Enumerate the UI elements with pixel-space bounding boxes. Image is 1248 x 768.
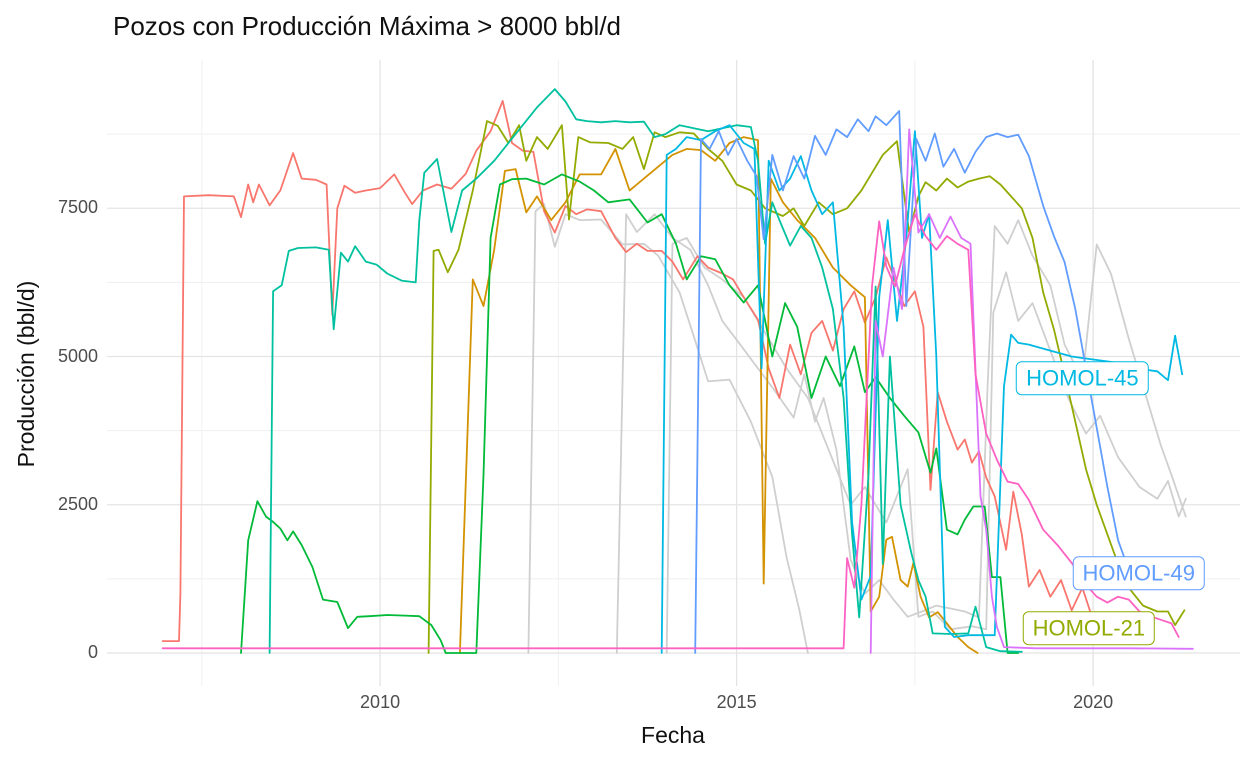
series-line-salmon: [161, 100, 1094, 642]
series-line-gold: [458, 136, 979, 654]
x-axis-title: Fecha: [641, 722, 705, 748]
well-label-homol-45: HOMOL-45: [1016, 361, 1149, 395]
series-line-blue-homol-49: [694, 110, 1137, 654]
x-axis-tick-label: 2010: [360, 692, 401, 712]
series-line-teal: [268, 88, 1023, 654]
y-axis-tick-label: 2500: [57, 493, 98, 514]
series-line-gray-1: [527, 203, 809, 654]
series-line-cyan-homol-45: [660, 124, 1184, 654]
series-line-pink: [161, 213, 1180, 650]
y-axis-tick-label: 0: [87, 642, 98, 662]
x-axis-tick-label: 2020: [1073, 692, 1114, 712]
y-axis-title: Producción (bbl/d): [13, 280, 39, 468]
series-line-green: [240, 173, 1020, 654]
y-axis-tick-label: 5000: [57, 345, 98, 366]
y-axis-tick-label: 7500: [57, 197, 98, 218]
well-label-homol-49: HOMOL-49: [1072, 556, 1205, 590]
well-label-homol-21: HOMOL-21: [1022, 611, 1156, 645]
chart-title: Pozos con Producción Máxima > 8000 bbl/d: [113, 11, 622, 41]
series-line-gray-2: [615, 213, 1187, 654]
x-axis-tick-label: 2015: [716, 692, 757, 712]
